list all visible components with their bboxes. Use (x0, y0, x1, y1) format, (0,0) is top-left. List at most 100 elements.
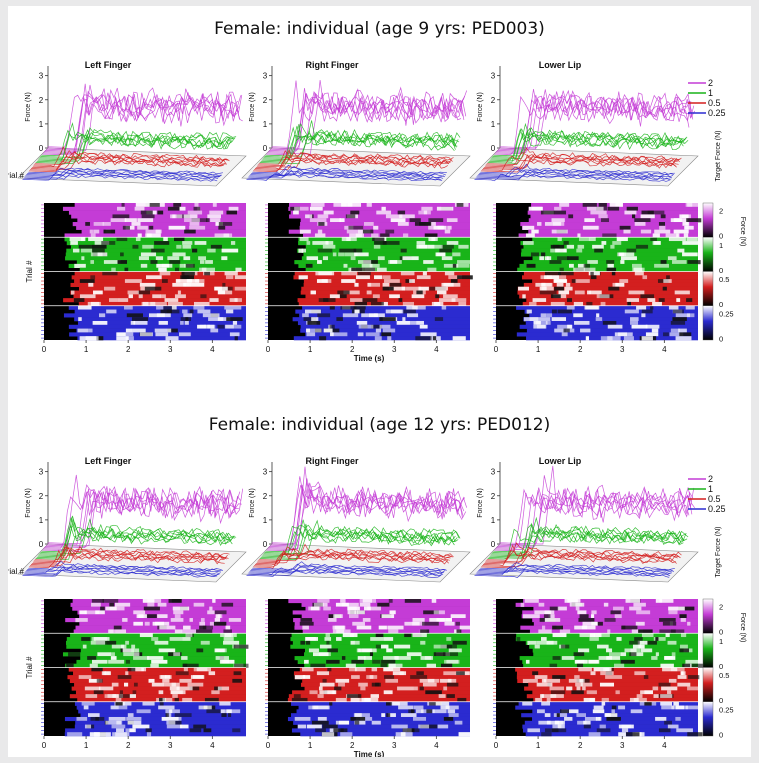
heatmap-speckle (132, 724, 150, 729)
heatmap-speckle (205, 260, 213, 265)
heatmap-speckle (349, 667, 357, 672)
heatmap-speckle (610, 610, 621, 615)
heatmap-speckle (171, 305, 177, 310)
heatmap-speckle (181, 271, 195, 276)
heatmap-speckle (146, 732, 152, 737)
heatmap-speckle (77, 305, 92, 310)
heatmap-speckle (225, 625, 231, 630)
heatmap-row (73, 671, 246, 676)
heatmap-speckle (448, 648, 462, 653)
heatmap-speckle (299, 229, 311, 234)
heatmap-speckle (591, 621, 598, 626)
heatmap-speckle (125, 328, 132, 333)
heatmap-speckle (396, 320, 410, 326)
heatmap-speckle (232, 678, 243, 684)
heatmap-speckle (339, 218, 345, 223)
heatmap-speckle (551, 317, 567, 322)
heatmap-speckle (111, 682, 119, 687)
heatmap-speckle (673, 701, 679, 706)
force-trace (29, 158, 224, 172)
heatmap-speckle (233, 644, 249, 649)
heatmap-speckle (454, 720, 463, 725)
heatmap-speckle (435, 294, 440, 299)
heatmap-speckle (679, 648, 689, 653)
heatmap-speckle (341, 237, 351, 242)
heatmap-speckle (580, 328, 591, 333)
heatmap-speckle (84, 610, 100, 615)
time-tick-label: 1 (84, 345, 89, 354)
heatmap-row (522, 610, 698, 615)
heatmap-row (68, 324, 246, 329)
heatmap-speckle (115, 701, 123, 706)
heatmap-speckle (363, 222, 374, 227)
heatmap-speckle (591, 610, 597, 615)
heatmap-speckle (640, 690, 653, 695)
heatmap-row (291, 713, 470, 718)
colorbar-segment (702, 305, 714, 341)
heatmap-speckle (88, 713, 100, 718)
heatmap-speckle (574, 675, 580, 680)
heatmap-speckle (92, 320, 108, 326)
force-tick-label: 0 (39, 144, 44, 153)
heatmap-speckle (389, 663, 403, 668)
heatmap-speckle (121, 644, 127, 649)
heatmap-speckle (632, 214, 636, 219)
force-trace (474, 570, 670, 578)
heatmap-speckle (446, 682, 459, 687)
heatmap-speckle (332, 252, 337, 257)
heatmap-speckle (555, 618, 561, 623)
heatmap-speckle (317, 214, 329, 219)
heatmap-speckle (381, 301, 388, 307)
heatmap-speckle (145, 229, 161, 234)
heatmap-speckle (458, 732, 471, 737)
heatmap-speckle (685, 225, 689, 230)
heatmap-speckle (682, 241, 700, 246)
heatmap-speckle (412, 618, 425, 623)
heatmap-speckle (147, 602, 155, 607)
heatmap-speckle (181, 656, 188, 661)
heatmap-speckle (207, 214, 221, 219)
heatmap-speckle (358, 648, 372, 653)
heatmap-speckle (681, 671, 686, 676)
heatmap-speckle (672, 309, 684, 314)
heatmap-row (287, 716, 470, 722)
heatmap-speckle (168, 301, 183, 307)
heatmap-speckle (150, 260, 158, 265)
heatmap-speckle (214, 233, 230, 238)
heatmap-speckle (557, 256, 569, 261)
heatmap-speckle (584, 716, 598, 722)
heatmap-speckle (307, 320, 321, 326)
heatmap-speckle (182, 663, 199, 668)
heatmap-speckle (546, 313, 553, 318)
heatmap-row (524, 686, 698, 691)
heatmap-row (300, 290, 470, 295)
heatmap-speckle (182, 697, 193, 703)
heatmap-speckle (380, 644, 389, 649)
heatmap-speckle (541, 678, 547, 684)
heatmap-speckle (119, 694, 135, 699)
heatmap-speckle (676, 728, 693, 733)
heatmap-speckle (655, 716, 667, 722)
heatmap-speckle (544, 728, 559, 733)
heatmap-speckle (317, 716, 327, 722)
force-tick-label: 3 (263, 468, 268, 477)
heatmap-speckle (541, 732, 552, 737)
heatmap-speckle (117, 260, 128, 265)
heatmap-speckle (323, 298, 336, 303)
heatmap-speckle (210, 244, 222, 249)
heatmap-speckle (125, 728, 135, 733)
heatmap-speckle (131, 222, 141, 227)
heatmap-speckle (89, 663, 98, 668)
trial-axis-label: Trial # (8, 171, 25, 180)
heatmap-speckle (424, 233, 438, 238)
heatmap-speckle (658, 298, 665, 303)
heatmap-speckle (633, 267, 643, 272)
heatmap-speckle (156, 305, 164, 310)
heatmap-speckle (682, 214, 691, 219)
heatmap-row (65, 728, 247, 733)
heatmap-speckle (677, 248, 685, 253)
heatmap-speckle (362, 618, 371, 623)
force-trace (34, 546, 230, 561)
heatmap-speckle (83, 705, 89, 710)
time-tick-label: 4 (434, 741, 439, 750)
